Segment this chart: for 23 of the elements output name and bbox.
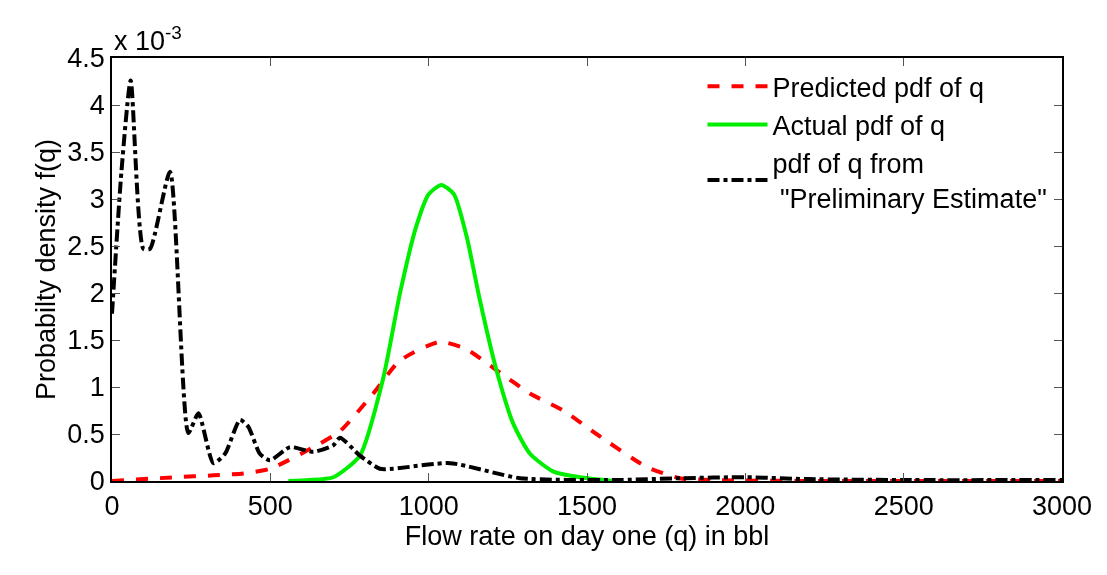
legend-label: Actual pdf of q	[772, 110, 946, 141]
y-tick-label: 1	[89, 372, 105, 403]
x-tick-label: 500	[247, 491, 293, 522]
text: x 10$^{-3}$	[114, 22, 182, 57]
y-tick-label: 4.5	[67, 43, 105, 74]
y-tick-label: 0	[89, 466, 105, 497]
x-tick-label: 2000	[715, 491, 776, 522]
y-tick-label: 3	[89, 184, 105, 215]
x-tick-label: 3000	[1031, 491, 1093, 522]
x-tick-label: 1500	[556, 491, 618, 522]
x-tick-label: 2500	[873, 491, 934, 522]
y-tick-label: 4	[89, 90, 105, 121]
line-series	[112, 339, 1062, 481]
x-axis-title: Flow rate on day one (q) in bbl	[404, 521, 770, 552]
x-tick-label: 1000	[398, 491, 459, 522]
y-tick-label: 2.5	[67, 231, 105, 262]
y-tick-label: 1.5	[67, 325, 105, 356]
legend-label: pdf of q from "Preliminary Estimate"	[772, 149, 1047, 215]
y-tick-label: 3.5	[67, 137, 105, 168]
y-tick-label: 0.5	[67, 419, 105, 450]
y-axis-title: Probabilty density f(q)	[30, 138, 61, 401]
legend-label: Predicted pdf of q	[772, 72, 985, 103]
y-tick-label: 2	[89, 278, 105, 309]
